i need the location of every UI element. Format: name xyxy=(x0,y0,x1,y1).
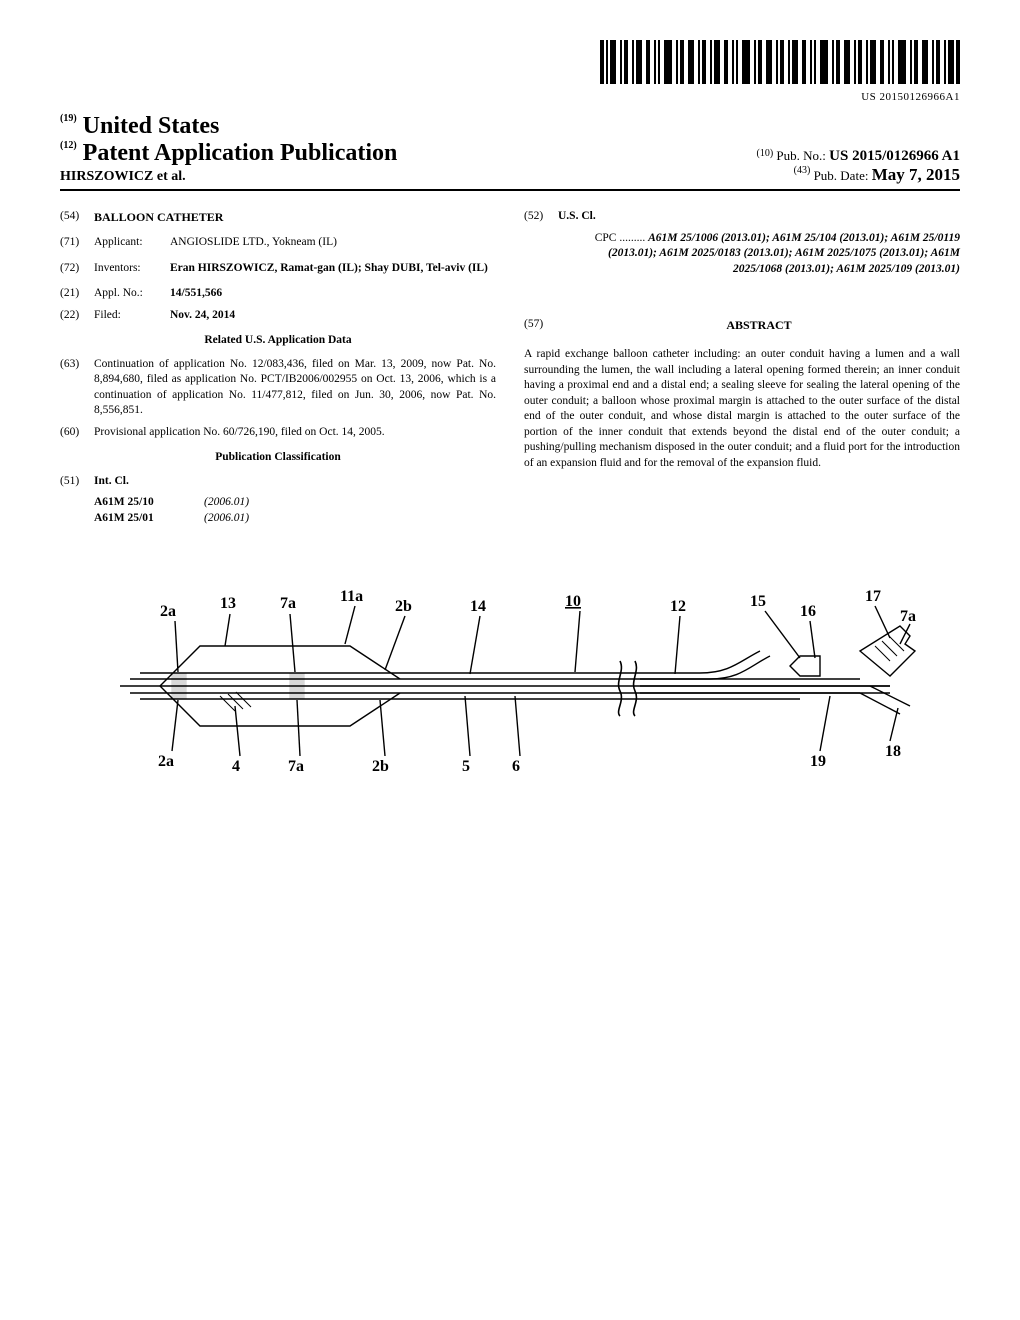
left-column: (54) BALLOON CATHETER (71) Applicant: AN… xyxy=(60,209,496,526)
field-54: (54) BALLOON CATHETER xyxy=(60,209,496,225)
country: United States xyxy=(83,113,220,139)
val-71: ANGIOSLIDE LTD., Yokneam (IL) xyxy=(170,235,496,251)
catheter-diagram: 2a 13 7a 11a 2b 14 10 12 15 16 17 7a 2a … xyxy=(100,566,920,786)
code-19: (19) xyxy=(60,113,77,124)
abstract-heading: ABSTRACT xyxy=(558,317,960,333)
label-21: Appl. No.: xyxy=(94,286,170,302)
ref-2b-top: 2b xyxy=(395,598,412,615)
val-22: Nov. 24, 2014 xyxy=(170,308,496,324)
ref-16: 16 xyxy=(800,603,816,620)
code-22: (22) xyxy=(60,308,94,324)
ref-12: 12 xyxy=(670,598,686,615)
code-52: (52) xyxy=(524,209,558,225)
label-71: Applicant: xyxy=(94,235,170,251)
title-54: BALLOON CATHETER xyxy=(94,209,223,225)
right-column: (52) U.S. Cl. CPC ......... A61M 25/1006… xyxy=(524,209,960,526)
intcl-1-ver: (2006.01) xyxy=(204,511,496,527)
pubno-line: (10) Pub. No.: US 2015/0126966 A1 xyxy=(756,148,960,165)
pubdate-label: Pub. Date: xyxy=(814,168,869,183)
ref-14: 14 xyxy=(470,598,486,615)
ref-5: 5 xyxy=(462,758,470,775)
intcl-0-ver: (2006.01) xyxy=(204,495,496,511)
abstract-text: A rapid exchange balloon catheter includ… xyxy=(524,347,960,471)
figure: 2a 13 7a 11a 2b 14 10 12 15 16 17 7a 2a … xyxy=(60,566,960,786)
pubno: US 2015/0126966 A1 xyxy=(829,148,960,164)
intcl-0-code: A61M 25/10 xyxy=(94,495,204,511)
field-22: (22) Filed: Nov. 24, 2014 xyxy=(60,308,496,324)
label-51: Int. Cl. xyxy=(94,474,496,490)
code-60: (60) xyxy=(60,425,94,441)
pub-title: Patent Application Publication xyxy=(83,140,398,166)
val-72: Eran HIRSZOWICZ, Ramat-gan (IL); Shay DU… xyxy=(170,261,496,277)
authors: HIRSZOWICZ et al. xyxy=(60,169,397,185)
field-72: (72) Inventors: Eran HIRSZOWICZ, Ramat-g… xyxy=(60,261,496,277)
barcode-region: US 20150126966A1 xyxy=(60,40,960,105)
barcode-number: US 20150126966A1 xyxy=(600,91,960,103)
ref-11a: 11a xyxy=(340,588,363,605)
related-heading: Related U.S. Application Data xyxy=(60,333,496,349)
ref-18: 18 xyxy=(885,743,901,760)
ref-10: 10 xyxy=(565,593,581,610)
country-line: (19) United States xyxy=(60,113,397,140)
ref-19: 19 xyxy=(810,753,826,770)
ref-7a-top1: 7a xyxy=(280,595,296,612)
class-heading: Publication Classification xyxy=(60,450,496,466)
code-51: (51) xyxy=(60,474,94,490)
ref-4: 4 xyxy=(232,758,240,775)
ref-7a-bot: 7a xyxy=(288,758,304,775)
pub-title-line: (12) Patent Application Publication xyxy=(60,140,397,167)
code-43: (43) xyxy=(794,165,811,176)
cpc-label: CPC ......... xyxy=(595,232,646,244)
ref-2b-bot: 2b xyxy=(372,758,389,775)
val-60: Provisional application No. 60/726,190, … xyxy=(94,425,496,441)
field-51: (51) Int. Cl. xyxy=(60,474,496,490)
label-72: Inventors: xyxy=(94,261,170,277)
code-57: (57) xyxy=(524,317,558,333)
cpc-val: A61M 25/1006 (2013.01); A61M 25/104 (201… xyxy=(608,232,960,275)
val-21: 14/551,566 xyxy=(170,286,496,302)
ref-2a-bot: 2a xyxy=(158,753,174,770)
ref-15: 15 xyxy=(750,593,766,610)
ref-2a-top: 2a xyxy=(160,603,176,620)
ref-6: 6 xyxy=(512,758,520,775)
ref-13: 13 xyxy=(220,595,236,612)
patent-page: US 20150126966A1 (19) United States (12)… xyxy=(0,0,1020,826)
barcode: US 20150126966A1 xyxy=(600,40,960,103)
intcl-grid: A61M 25/10 (2006.01) A61M 25/01 (2006.01… xyxy=(94,495,496,526)
val-63: Continuation of application No. 12/083,4… xyxy=(94,357,496,419)
field-21: (21) Appl. No.: 14/551,566 xyxy=(60,286,496,302)
ref-17: 17 xyxy=(865,588,881,605)
header: (19) United States (12) Patent Applicati… xyxy=(60,113,960,191)
body-columns: (54) BALLOON CATHETER (71) Applicant: AN… xyxy=(60,209,960,526)
cpc-block: CPC ......... A61M 25/1006 (2013.01); A6… xyxy=(558,231,960,278)
code-12: (12) xyxy=(60,140,77,151)
pubdate: May 7, 2015 xyxy=(872,165,960,184)
header-left: (19) United States (12) Patent Applicati… xyxy=(60,113,397,185)
pubno-label: Pub. No.: xyxy=(776,148,825,163)
intcl-1-code: A61M 25/01 xyxy=(94,511,204,527)
header-right: (10) Pub. No.: US 2015/0126966 A1 (43) P… xyxy=(756,148,960,185)
ref-7a-top2: 7a xyxy=(900,608,916,625)
label-52: U.S. Cl. xyxy=(558,209,960,225)
field-71: (71) Applicant: ANGIOSLIDE LTD., Yokneam… xyxy=(60,235,496,251)
code-54: (54) xyxy=(60,209,94,225)
pubdate-line: (43) Pub. Date: May 7, 2015 xyxy=(756,165,960,185)
code-10: (10) xyxy=(756,148,773,159)
label-22: Filed: xyxy=(94,308,170,324)
code-21: (21) xyxy=(60,286,94,302)
field-60: (60) Provisional application No. 60/726,… xyxy=(60,425,496,441)
code-72: (72) xyxy=(60,261,94,277)
code-63: (63) xyxy=(60,357,94,419)
field-52: (52) U.S. Cl. xyxy=(524,209,960,225)
field-63: (63) Continuation of application No. 12/… xyxy=(60,357,496,419)
inventor-names: Eran HIRSZOWICZ, Ramat-gan (IL); Shay DU… xyxy=(170,262,488,274)
abstract-header: (57) ABSTRACT xyxy=(524,317,960,333)
code-71: (71) xyxy=(60,235,94,251)
